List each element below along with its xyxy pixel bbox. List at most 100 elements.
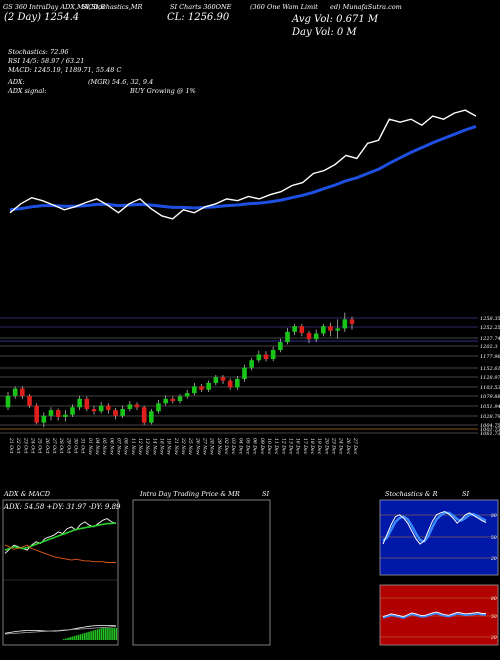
candle-body (299, 326, 305, 333)
date-label: 17 Dec (302, 438, 308, 455)
rsi-level-label: 20 (490, 635, 497, 641)
date-label: 03 Dec (230, 438, 236, 455)
candle-body (141, 407, 147, 423)
candle-body (256, 354, 262, 361)
macd-histogram-bar (88, 631, 90, 640)
date-label: 11 Nov (130, 438, 136, 455)
macd-histogram-bar (96, 629, 99, 640)
rsi-readout: RSI 14/5: 58.97 / 63.21 (8, 57, 85, 65)
date-label: 27 Oct (51, 437, 57, 454)
candle-body (48, 410, 54, 416)
date-label: 24 Dec (338, 437, 344, 455)
macd-histogram-bar (105, 628, 107, 640)
candle-body (91, 409, 97, 412)
date-label: 13 Dec (288, 438, 294, 455)
price-level-label: 1202.3 (480, 344, 498, 350)
stochastics-level-label: 20 (490, 556, 497, 562)
rsi-line (382, 611, 486, 618)
date-label: 20 Dec (323, 437, 329, 455)
date-label: 28 Oct (58, 437, 64, 454)
macd-histogram-bar (90, 631, 92, 640)
candle-body (170, 398, 176, 402)
macd-histogram-bar (102, 628, 105, 640)
price-level-label: 1227.74 (480, 336, 500, 342)
macd-histogram-bar (81, 633, 84, 640)
stochastics-readout: Stochastics: 72.96 (8, 48, 69, 56)
header-day-vol: Day Vol: 0 M (292, 27, 357, 38)
candle-body (349, 319, 355, 324)
header-close: CL: 1256.90 (167, 12, 230, 23)
date-label: 28 Nov (209, 437, 215, 455)
adx-macd-panel: ADX & MACD ADX: 54.58 +DY: 31.97 -DY: 9.8… (2, 490, 121, 646)
date-label: 01 Nov (87, 438, 93, 455)
date-label: 09 Dec (259, 438, 265, 455)
date-label: 11 Dec (273, 438, 279, 455)
macd-histogram-bar (92, 630, 94, 640)
candle-body (127, 404, 133, 410)
macd-histogram-bar (84, 633, 86, 640)
adx-series-line (4, 544, 116, 563)
stochastics-d-line (382, 511, 487, 543)
date-label: 29 Oct (65, 437, 71, 454)
macd-readout: MACD: 1245.19, 1189.71, 55.48 C (8, 66, 122, 74)
candle-body (20, 388, 25, 396)
buy-signal: BUY Growing @ 1% (130, 87, 196, 95)
macd-histogram-bar (107, 628, 109, 640)
date-label: 21 Oct (8, 437, 14, 454)
candle-body (77, 398, 82, 408)
date-label: 19 Nov (166, 438, 172, 455)
macd-histogram-bar (63, 639, 65, 640)
header-range: (2 Day) 1254.4 (4, 12, 80, 23)
candle-body (278, 342, 283, 350)
candle-body (41, 415, 47, 423)
macd-histogram-bar (79, 634, 82, 640)
macd-histogram-bar (77, 634, 80, 640)
candle-body (34, 405, 39, 423)
date-label: 12 Dec (280, 438, 286, 455)
candle-body (313, 333, 319, 340)
candle-body (306, 332, 312, 340)
date-label: 24 Oct (30, 437, 36, 454)
candle-body (184, 393, 190, 397)
stochastics-panel: Stochastics & R SI 80 50 20 (379, 490, 499, 576)
stochastics-panel-title: Stochastics & R (385, 490, 438, 498)
date-label: 14 Nov (151, 438, 157, 455)
date-label: 07 Nov (116, 438, 122, 455)
date-label: 04 Dec (237, 438, 243, 455)
candle-body (328, 326, 333, 331)
candle-body (199, 386, 204, 390)
date-label: 18 Nov (159, 438, 165, 455)
candlestick-chart: 1258.35 1252.25 1227.74 1202.3 1177.96 1152.6… (0, 312, 500, 437)
price-level-label: 1051.94 (480, 404, 500, 410)
date-label: 30 Oct (73, 438, 79, 454)
date-label: 08 Nov (123, 438, 129, 455)
stochastics-k-line (382, 510, 487, 545)
stochastics-panel-title-suffix: SI (462, 490, 469, 498)
date-label: 10 Dec (266, 438, 272, 455)
price-level-label: 1128.97 (480, 375, 500, 381)
intraday-panel-frame (132, 499, 271, 646)
rsi-panel: 80 50 20 (379, 584, 499, 646)
rsi-level-label: 50 (491, 614, 497, 620)
candle-body (249, 360, 254, 368)
macd-histogram-bar (98, 628, 101, 640)
date-label: 05 Dec (245, 438, 251, 455)
header-title-4: (360 One Wam Limit (250, 3, 318, 11)
macd-histogram-bar (71, 636, 73, 640)
candle-body (134, 404, 140, 408)
date-label: 06 Dec (252, 438, 258, 455)
candle-body (113, 410, 118, 416)
date-label: 19 Dec (316, 438, 322, 455)
candle-body (98, 405, 104, 412)
date-label: 13 Nov (144, 438, 150, 455)
date-label: 29 Nov (216, 437, 222, 455)
macd-signal-line (4, 626, 117, 635)
header-title-3: SI Charts 360ONE (170, 3, 232, 11)
price-line (9, 109, 477, 220)
intraday-panel-title-suffix: SI (262, 490, 269, 498)
macd-histogram-bar (86, 632, 88, 640)
candle-body (55, 410, 61, 417)
candle-body (12, 388, 18, 396)
candle-body (120, 409, 125, 416)
